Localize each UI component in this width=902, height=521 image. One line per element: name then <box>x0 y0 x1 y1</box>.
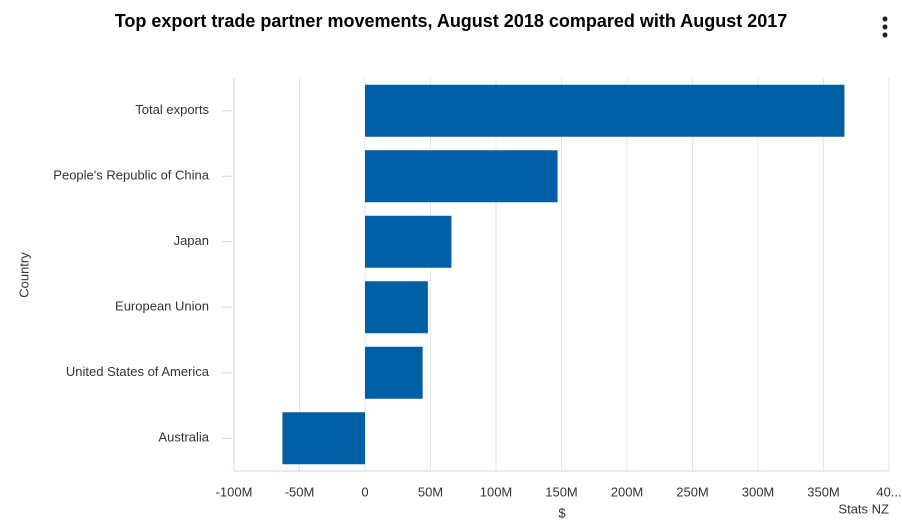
y-tick-label: People's Republic of China <box>53 168 209 183</box>
x-tick-label: 250M <box>676 484 709 499</box>
x-tick-label: 300M <box>742 484 775 499</box>
x-tick-label: 150M <box>545 484 578 499</box>
x-axis-label: $ <box>558 505 566 520</box>
x-tick-label: 0 <box>361 484 368 499</box>
y-tick-label: European Union <box>115 299 209 314</box>
x-tick-label: 100M <box>480 484 513 499</box>
chart-title: Top export trade partner movements, Augu… <box>115 11 788 31</box>
bar <box>365 346 423 399</box>
menu-button[interactable] <box>882 16 888 38</box>
menu-dot <box>882 16 888 22</box>
x-tick-label: 40... <box>876 484 901 499</box>
x-tick-label: 200M <box>611 484 644 499</box>
bar <box>282 412 365 465</box>
y-tick-label: Total exports <box>135 102 209 117</box>
bar <box>365 150 558 203</box>
bar <box>365 281 428 334</box>
y-tick-label: Australia <box>158 430 209 445</box>
menu-dot <box>882 24 888 30</box>
bar <box>365 215 452 268</box>
y-tick-label: United States of America <box>66 364 210 379</box>
x-tick-label: 350M <box>807 484 840 499</box>
x-tick-label: -100M <box>216 484 253 499</box>
credit: Stats NZ <box>838 501 889 516</box>
y-axis-label: Country <box>16 252 31 298</box>
menu-dot <box>882 32 888 38</box>
y-tick-label: Japan <box>174 233 209 248</box>
x-tick-label: -50M <box>285 484 315 499</box>
x-tick-label: 50M <box>418 484 443 499</box>
bar <box>365 84 845 137</box>
